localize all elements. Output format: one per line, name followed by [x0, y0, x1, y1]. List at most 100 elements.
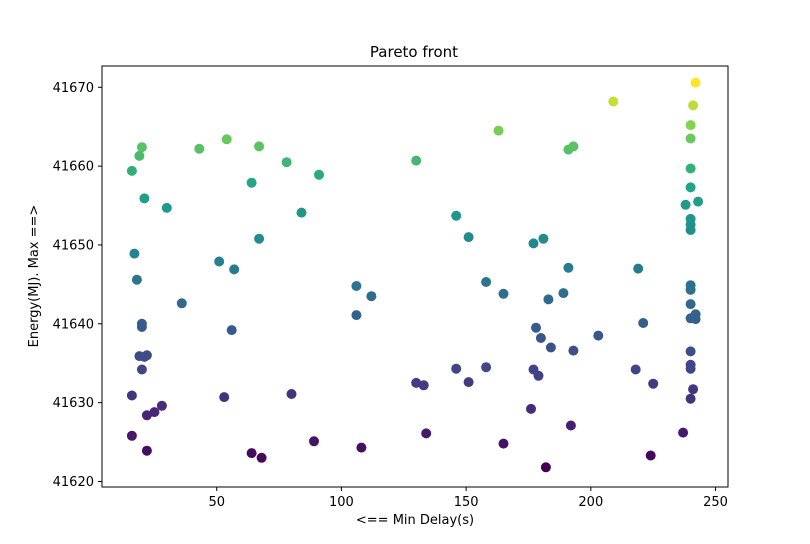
scatter-point	[281, 157, 292, 168]
scatter-point	[309, 436, 319, 447]
scatter-point	[229, 264, 240, 275]
scatter-point	[139, 193, 150, 204]
scatter-point	[638, 318, 649, 328]
plot-frame	[101, 65, 729, 488]
x-tick-label: 50	[208, 495, 225, 510]
scatter-point	[254, 233, 265, 244]
scatter-point	[351, 281, 362, 291]
scatter-point	[685, 182, 696, 193]
scatter-point	[149, 407, 160, 418]
scatter-point	[126, 390, 137, 401]
scatter-point	[254, 141, 265, 152]
scatter-point	[685, 280, 696, 291]
y-tick-label: 41650	[53, 238, 94, 253]
scatter-point	[531, 322, 541, 333]
scatter-point	[463, 232, 474, 243]
scatter-point	[545, 342, 556, 353]
scatter-point	[286, 389, 297, 399]
scatter-point	[134, 150, 145, 161]
scatter-point	[156, 400, 167, 411]
scatter-point	[540, 462, 551, 473]
scatter-point	[246, 177, 257, 188]
scatter-point	[558, 288, 569, 299]
scatter-point	[136, 142, 147, 153]
scatter-point	[685, 213, 696, 224]
scatter-point	[126, 165, 137, 176]
y-tick-label: 41670	[53, 81, 94, 96]
scatter-point	[356, 442, 367, 453]
scatter-point	[219, 392, 230, 403]
scatter-point	[630, 364, 641, 375]
x-axis-label: <== Min Delay(s)	[356, 513, 474, 528]
x-tick-label: 150	[454, 495, 479, 510]
scatter-point	[593, 330, 604, 341]
scatter-point	[141, 410, 152, 421]
scatter-point	[535, 333, 546, 343]
scatter-point	[493, 125, 504, 136]
scatter-point	[690, 77, 701, 88]
scatter-point	[418, 380, 429, 391]
scatter-point	[481, 277, 492, 287]
scatter-point	[563, 262, 574, 273]
scatter-point	[351, 310, 362, 321]
scatter-point	[296, 207, 307, 218]
y-tick-label: 41620	[53, 475, 94, 490]
x-axis: 50 100 150 200 250	[208, 487, 728, 510]
scatter-point	[141, 350, 152, 361]
scatter-point	[126, 430, 137, 441]
scatter-point	[256, 452, 267, 463]
scatter-point	[568, 345, 579, 356]
scatter-point	[194, 143, 205, 154]
scatter-point	[451, 210, 462, 221]
scatter-point	[526, 403, 536, 414]
scatter-point	[685, 163, 696, 174]
scatter-point	[141, 445, 152, 456]
scatter-point	[693, 196, 704, 207]
scatter-point	[685, 299, 696, 310]
scatter-point	[176, 298, 187, 309]
y-axis-label: Energy(MJ). Max ==>	[27, 205, 42, 348]
scatter-point	[411, 155, 422, 166]
scatter-point	[633, 263, 644, 274]
scatter-point	[314, 169, 324, 180]
y-tick-label: 41660	[53, 160, 94, 175]
scatter-point	[366, 291, 377, 302]
scatter-point	[221, 134, 232, 145]
scatter-point	[136, 364, 147, 375]
scatter-point	[685, 359, 696, 370]
scatter-point	[685, 346, 696, 357]
scatter-point	[214, 256, 225, 267]
scatter-point	[645, 450, 656, 461]
x-tick-label: 200	[578, 495, 603, 510]
scatter-point	[688, 100, 699, 111]
scatter-point	[421, 428, 432, 439]
scatter-point	[565, 420, 576, 431]
scatter-point	[648, 378, 659, 389]
scatter-point	[131, 274, 142, 285]
scatter-point	[678, 427, 689, 438]
scatter-point	[528, 364, 539, 375]
scatter-point	[538, 233, 549, 244]
y-tick-label: 41640	[53, 317, 94, 332]
scatter-point	[451, 363, 462, 374]
scatter-point	[685, 133, 696, 144]
chart-title: Pareto front	[370, 43, 458, 61]
scatter-point	[688, 384, 699, 395]
scatter-point	[608, 96, 619, 107]
scatter-point	[129, 248, 140, 259]
scatter-point	[498, 288, 509, 299]
scatter-point	[463, 377, 474, 388]
points-layer	[126, 77, 704, 473]
scatter-point	[685, 120, 696, 131]
scatter-point	[680, 199, 691, 210]
scatter-point	[528, 238, 539, 249]
scatter-point	[498, 438, 509, 449]
y-axis: 41620 41630 41640 41650 41660 41670	[53, 81, 102, 490]
scatter-point	[568, 141, 579, 152]
scatter-point	[690, 309, 701, 320]
scatter-point	[481, 362, 492, 373]
x-tick-label: 100	[329, 495, 354, 510]
x-tick-label: 250	[703, 495, 728, 510]
